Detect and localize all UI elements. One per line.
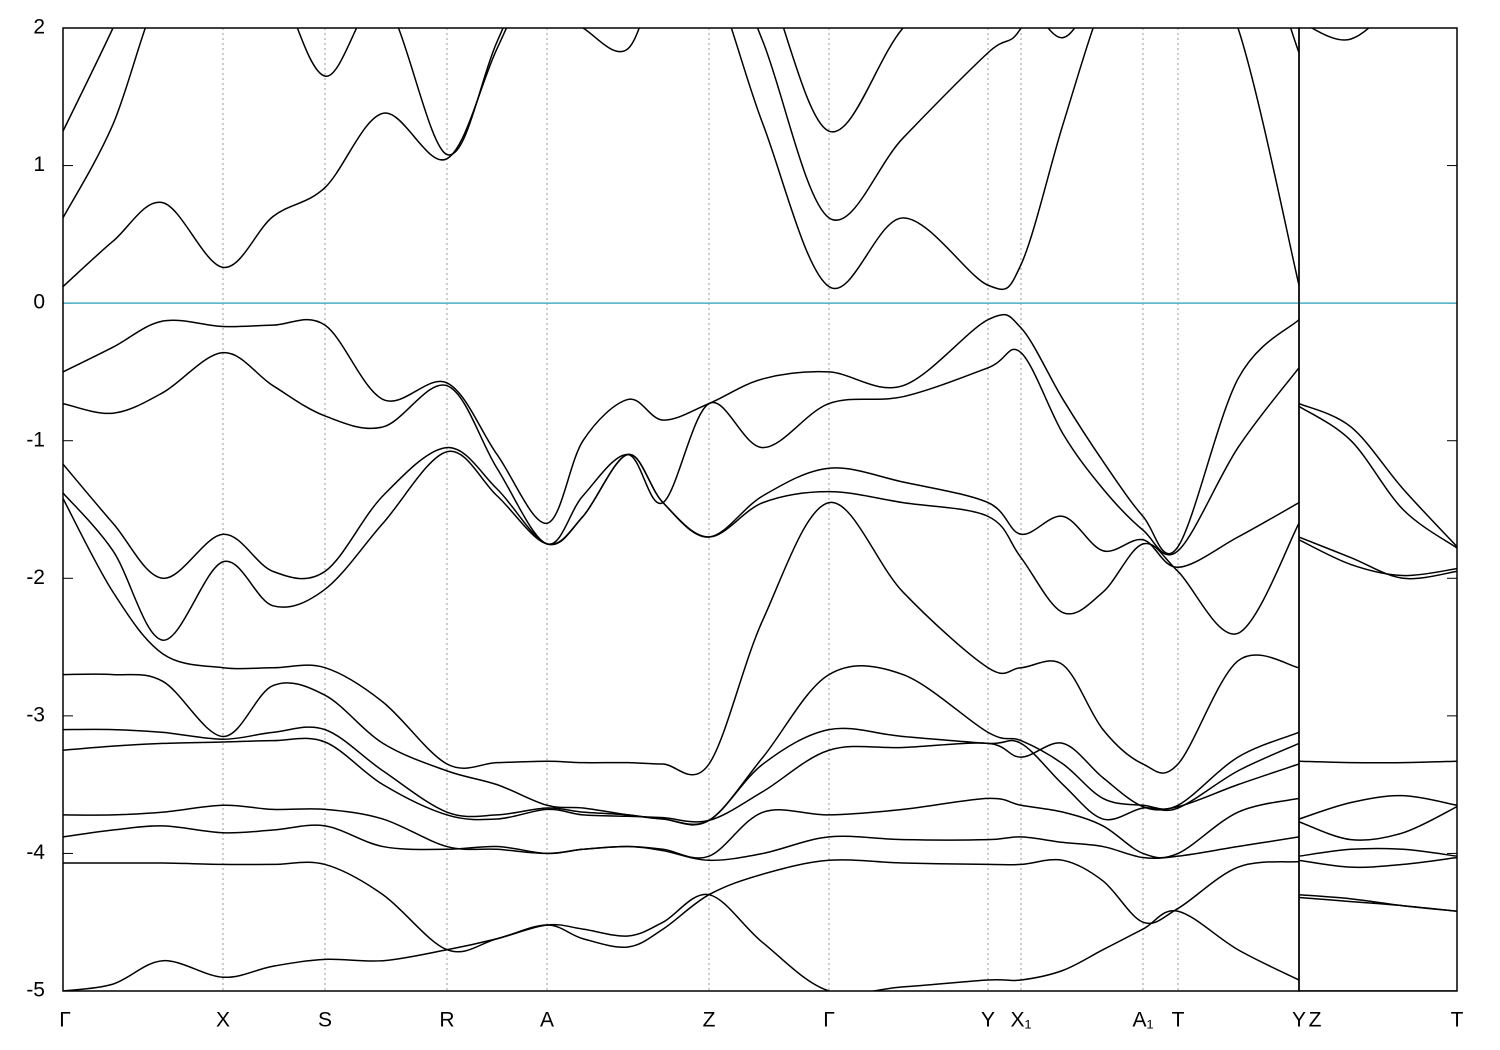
band-line [63,348,1299,556]
y-tick-label: 2 [33,16,45,39]
x-tick-label: T [1172,1009,1185,1032]
x-tick-label: T [1451,1009,1464,1032]
x-tick-label: Γ [59,1009,71,1032]
y-tick-label: -3 [26,703,45,726]
x-tick-label: Γ [823,1009,835,1032]
y-tick-label: -1 [26,428,45,451]
y-tick-label: -4 [26,841,45,864]
band-line [1310,28,1370,41]
band-line [1299,536,1457,580]
y-tick-label: 0 [33,291,45,314]
band-line [63,737,1299,823]
bands [63,28,1299,991]
band-line [1299,856,1457,869]
x-tick-label: Z [703,1009,716,1032]
band-line [1299,794,1457,820]
band-line [1299,539,1457,577]
x-tick-label: R [439,1009,454,1032]
x-tick-label: X [216,1009,230,1032]
x-tick-label: X₁ [1010,1009,1031,1032]
band-line [1299,805,1457,841]
band-line [63,726,1299,825]
x-tick-label: Y [981,1009,995,1032]
band-line [1299,405,1457,549]
band-line [63,824,1299,862]
band-line [63,893,1299,991]
x-tick-label: S [318,1009,332,1032]
band-line [63,797,1299,859]
band-line [1299,760,1457,764]
band-line [1299,402,1457,548]
bands [1299,28,1457,991]
x-tick-label: A [540,1009,554,1032]
y-tick-label: -2 [26,566,45,589]
band-line [63,858,1299,953]
band-line [63,450,1299,641]
band-line [63,28,1299,290]
band-line [63,498,1299,776]
band-line [63,313,1299,555]
plot-frame [1298,27,1458,992]
y-tick-label: -5 [26,979,45,1002]
y-tick-label: 1 [33,153,45,176]
x-tick-label: Z [1309,1009,1322,1032]
x-tick-label: A₁ [1132,1009,1153,1032]
band-line [1299,896,1457,912]
x-tick-label: Y [1292,1009,1306,1032]
band-line [1299,847,1457,857]
